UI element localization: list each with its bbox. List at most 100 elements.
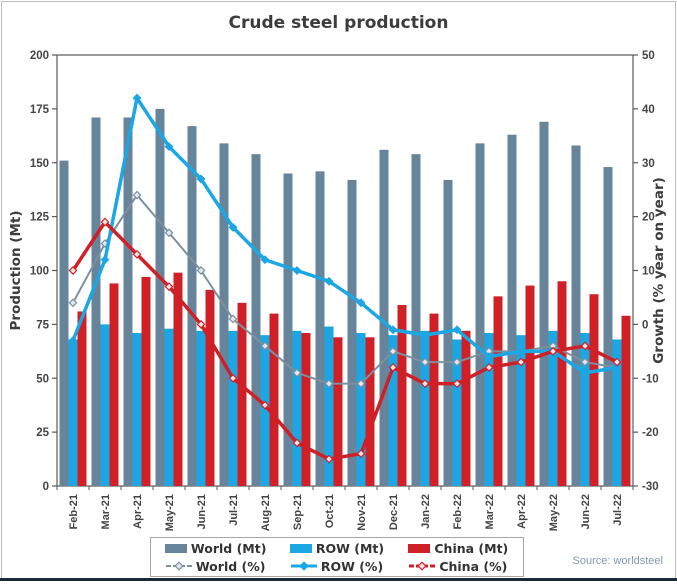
bar-row-mt <box>100 324 110 486</box>
legend-item-world: World (%) <box>165 558 266 574</box>
chart-legend: World (Mt) ROW (Mt) China (Mt) World (%) ROW… <box>150 537 524 577</box>
x-axis-category-label: May-21 <box>164 494 176 531</box>
line-marker-diamond <box>580 341 590 351</box>
line-china <box>71 220 619 461</box>
bar-row-mt <box>452 339 462 486</box>
bar-row-mt <box>548 330 558 486</box>
bar-row-mt <box>228 330 238 486</box>
left-axis-title: Production (Mt) <box>8 211 24 331</box>
x-axis-category-label: Oct-21 <box>324 494 336 528</box>
x-axis-category-label: Mar-22 <box>484 494 496 529</box>
bar-world-mt <box>603 167 613 486</box>
line-marker-diamond <box>292 368 302 378</box>
left-axis-tick-label: 75 <box>36 319 49 331</box>
line-marker-diamond <box>132 190 142 200</box>
line-marker-diamond <box>388 346 398 356</box>
line-marker-diamond <box>356 379 366 389</box>
line-marker-diamond <box>452 357 462 367</box>
bottom-edge-line <box>0 578 677 581</box>
line-marker-diamond <box>196 174 206 184</box>
right-axis-title: Growth (% year on year) <box>651 177 667 364</box>
line-marker-diamond <box>68 336 78 345</box>
line-marker-diamond <box>356 298 366 308</box>
x-axis-category-label: Feb-21 <box>68 494 80 529</box>
bar-world-mt <box>475 143 485 487</box>
bar-china-mt <box>493 296 503 486</box>
line-marker-diamond <box>68 298 78 308</box>
line-marker-diamond <box>68 266 78 275</box>
line-marker-diamond <box>292 438 302 448</box>
legend-item-row: ROW (%) <box>290 559 383 574</box>
left-axis-tick-label: 25 <box>36 427 49 439</box>
bar-china-mt <box>365 337 375 486</box>
right-axis-tick-label: 20 <box>642 212 655 224</box>
line-marker-diamond <box>612 357 622 367</box>
x-axis-category-label: Jul-22 <box>612 494 624 526</box>
right-axis-tick-label: 30 <box>642 158 655 170</box>
bar-china-mt <box>237 302 247 486</box>
line-marker-diamond <box>196 266 206 275</box>
bar-china-mt <box>173 272 183 486</box>
line-marker-diamond <box>228 373 238 383</box>
line-marker-diamond <box>164 282 174 292</box>
bar-row-mt <box>292 330 302 486</box>
legend-bar-swatch <box>164 543 187 553</box>
line-marker-diamond <box>548 346 558 356</box>
x-axis-category-label: Jan-22 <box>420 494 432 529</box>
right-axis-tick-label: 50 <box>642 50 655 62</box>
x-axis-category-label: Dec-21 <box>388 494 400 530</box>
x-axis-category-label: Mar-21 <box>100 494 112 529</box>
legend-label: China (Mt) <box>434 540 509 556</box>
line-marker-diamond <box>228 222 238 232</box>
bar-world-mt <box>571 145 581 486</box>
left-axis-tick-label: 200 <box>30 50 49 62</box>
chart-title: Crude steel production <box>228 13 449 33</box>
line-marker-diamond <box>484 352 494 362</box>
bar-world-mt <box>379 149 389 486</box>
left-axis-tick-label: 50 <box>36 373 49 385</box>
bar-china-mt <box>77 311 87 486</box>
bar-world-mt <box>123 117 133 487</box>
bar-china-mt <box>205 289 215 486</box>
line-marker-diamond <box>356 449 366 459</box>
bar-row-mt <box>132 332 142 486</box>
bar-world-mt <box>59 160 69 486</box>
legend-label: World (%) <box>195 558 266 574</box>
x-axis-category-label: Apr-21 <box>132 494 144 529</box>
bar-china-mt <box>589 294 599 486</box>
bar-row-mt <box>516 335 526 486</box>
line-marker-diamond <box>196 319 206 329</box>
bar-row-mt <box>580 332 590 486</box>
line-world <box>72 194 618 385</box>
bar-world-mt <box>283 173 293 486</box>
bar-world-mt <box>507 134 517 487</box>
line-marker-diamond <box>420 357 430 367</box>
legend-line-swatch <box>165 561 192 571</box>
line-marker-diamond <box>612 363 622 372</box>
legend-item-world-mt: World (Mt) <box>164 541 266 556</box>
bar-row-mt <box>612 339 622 486</box>
source-note: Source: worldsteel <box>572 555 664 567</box>
bar-china-mt <box>557 281 567 486</box>
right-axis-tick-label: -30 <box>642 481 659 493</box>
x-axis-category-label: Feb-22 <box>452 494 464 529</box>
left-axis-tick-label: 175 <box>30 104 50 116</box>
left-axis-tick-label: 100 <box>30 266 49 278</box>
legend-item-china-mt: China (Mt) <box>408 541 508 556</box>
line-marker-diamond <box>452 379 462 389</box>
legend-label: ROW (Mt) <box>315 540 385 556</box>
bar-row-mt <box>324 326 334 486</box>
x-axis-category-label: Jun-21 <box>196 494 208 529</box>
bar-row-mt <box>388 335 398 486</box>
x-axis-category-label: May-22 <box>548 494 560 531</box>
x-axis-category-label: Sep-21 <box>292 494 304 530</box>
line-marker-diamond <box>260 255 270 265</box>
line-marker-diamond <box>292 266 302 275</box>
bar-world-mt <box>539 121 549 487</box>
legend-line-swatch <box>409 561 436 571</box>
left-axis-tick-label: 150 <box>30 158 49 170</box>
line-marker-diamond <box>484 363 494 372</box>
line-marker-diamond <box>324 454 334 464</box>
line-marker-diamond <box>228 314 238 324</box>
